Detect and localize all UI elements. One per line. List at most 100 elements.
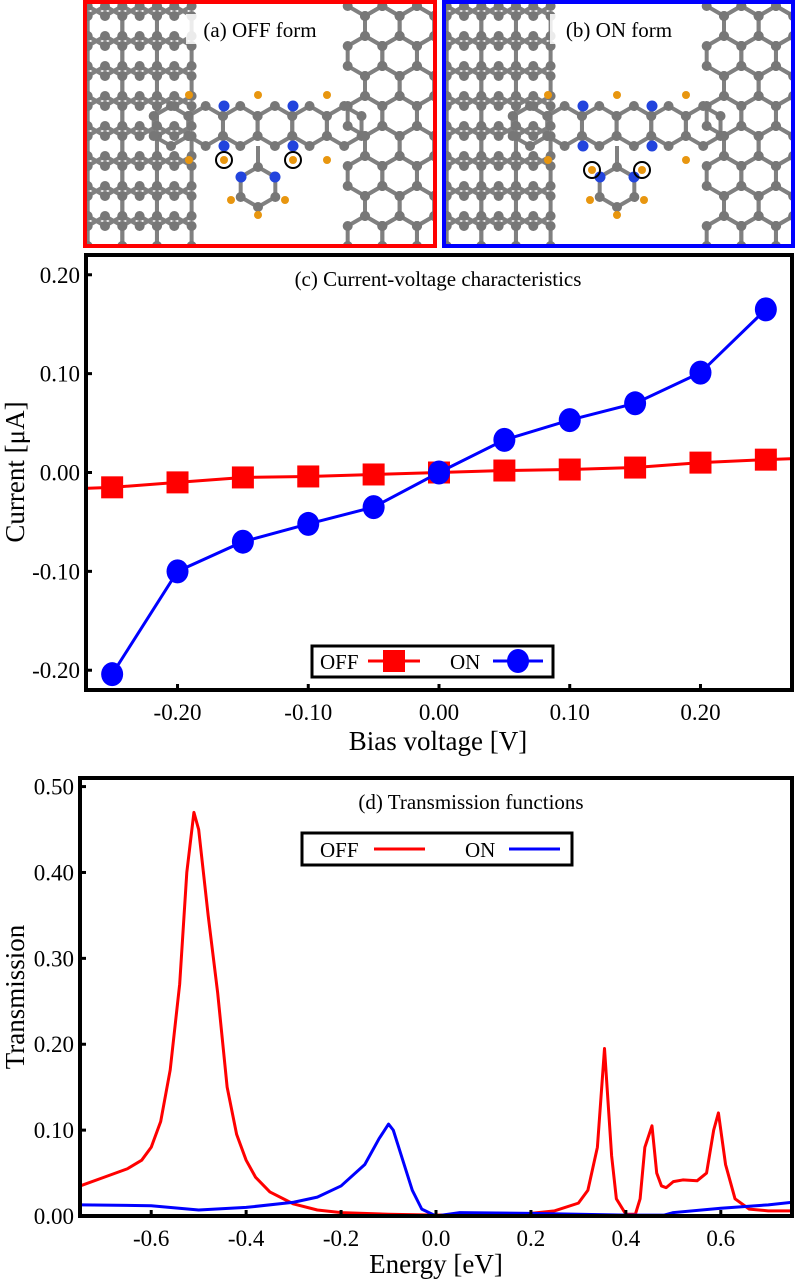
hydrogen-atom <box>254 91 262 99</box>
carbon-atom <box>528 181 539 191</box>
carbon-atom <box>510 211 521 221</box>
carbon-atom <box>459 161 469 171</box>
carbon-atom <box>545 221 556 231</box>
carbon-atom <box>476 41 487 51</box>
carbon-atom <box>134 161 145 171</box>
chart-d-xtick-label: -0.4 <box>228 1226 265 1251</box>
chart-d-legend: OFF ON <box>300 831 574 867</box>
chart-c-ytick-label: -0.20 <box>32 658 80 683</box>
carbon-atom <box>134 121 145 131</box>
carbon-atom <box>342 61 353 71</box>
carbon-atom <box>100 151 110 161</box>
carbon-atom <box>493 2 504 11</box>
carbon-atom <box>719 31 729 41</box>
series-off-point <box>362 463 385 486</box>
carbon-atom <box>701 41 712 51</box>
carbon-atom <box>342 41 353 51</box>
carbon-atom <box>117 41 128 51</box>
series-on-point <box>754 297 777 322</box>
chart-c-xtick-label: -0.20 <box>154 700 202 725</box>
nitrogen-atom <box>594 171 606 183</box>
carbon-atom <box>151 61 162 71</box>
carbon-atom <box>663 141 674 151</box>
panel-b-border <box>442 0 795 248</box>
carbon-atom <box>377 41 388 51</box>
carbon-atom <box>594 141 605 151</box>
carbon-atom <box>321 111 332 121</box>
series-on-point <box>101 662 124 687</box>
carbon-atom <box>476 61 487 71</box>
carbon-atom <box>510 31 521 41</box>
series-on-point <box>558 408 581 433</box>
carbon-atom <box>493 211 504 221</box>
carbon-atom <box>459 151 469 161</box>
carbon-atom <box>151 191 162 201</box>
carbon-atom <box>542 131 553 141</box>
carbon-atom <box>100 161 110 171</box>
carbon-atom <box>394 211 405 221</box>
chart-d-xtick-label: -0.2 <box>323 1226 359 1251</box>
chart-d-plot-area <box>82 810 790 1214</box>
chart-current-voltage: -0.20 -0.10 0.00 0.10 0.20 -0.20 -0.10 0.00 0.10… <box>0 253 794 756</box>
chart-c-ytick-label: 0.00 <box>40 461 80 486</box>
carbon-atom <box>169 121 180 131</box>
carbon-atom <box>753 131 764 141</box>
carbon-atom <box>542 111 553 121</box>
carbon-atom <box>545 2 556 11</box>
carbon-atom <box>545 181 556 191</box>
carbon-atom <box>701 61 712 71</box>
carbon-atom <box>459 131 469 141</box>
carbon-atom <box>663 101 674 111</box>
carbon-atom <box>360 151 370 161</box>
carbon-atom <box>411 2 422 11</box>
carbon-atom <box>183 131 194 141</box>
carbon-atom <box>510 221 521 231</box>
hydrogen-atom <box>544 156 552 164</box>
carbon-atom <box>117 211 128 221</box>
chart-d-legend-off-label: OFF <box>320 838 359 862</box>
carbon-atom <box>117 71 128 81</box>
carbon-atom <box>360 191 370 201</box>
carbon-atom <box>476 211 487 221</box>
series-off-point <box>166 471 189 494</box>
carbon-atom <box>476 131 487 141</box>
carbon-atom <box>100 31 110 41</box>
carbon-atom <box>701 221 712 231</box>
carbon-atom <box>510 11 521 21</box>
carbon-atom <box>169 191 180 201</box>
carbon-atom <box>117 91 128 101</box>
chart-d-xlabel: Energy [eV] <box>369 1249 503 1279</box>
carbon-atom <box>186 101 197 111</box>
series-on-point <box>166 559 189 584</box>
carbon-atom <box>100 181 110 191</box>
carbon-atom <box>134 71 145 81</box>
carbon-atom <box>134 181 145 191</box>
carbon-atom <box>753 31 764 41</box>
carbon-atom <box>151 2 162 11</box>
carbon-atom <box>151 11 162 21</box>
highlight-circle-icon <box>583 161 601 179</box>
carbon-atom <box>134 31 145 41</box>
carbon-atom <box>528 11 539 21</box>
carbon-atom <box>394 151 405 161</box>
chart-c-plot-area <box>88 297 790 687</box>
carbon-atom <box>377 61 388 71</box>
chart-d-xtick-label: 0.2 <box>517 1226 546 1251</box>
carbon-atom <box>304 141 315 151</box>
carbon-atom <box>493 101 504 111</box>
nitrogen-atom <box>577 140 589 152</box>
chart-c-ticks: -0.20 -0.10 0.00 0.10 0.20 -0.20 -0.10 0.00 0.10… <box>32 263 721 725</box>
hydrogen-atom <box>227 196 235 204</box>
carbon-atom <box>611 111 622 121</box>
carbon-atom <box>545 191 556 201</box>
nitrogen-atom <box>646 100 658 112</box>
carbon-atom <box>736 2 747 11</box>
carbon-atom <box>169 31 180 41</box>
series-off-point <box>493 459 516 482</box>
carbon-atom <box>151 151 162 161</box>
carbon-atom <box>100 101 110 111</box>
nitrogen-atom <box>287 140 299 152</box>
carbon-atom <box>493 191 504 201</box>
carbon-atom <box>576 131 587 141</box>
chart-d-title: (d) Transmission functions <box>358 790 583 814</box>
